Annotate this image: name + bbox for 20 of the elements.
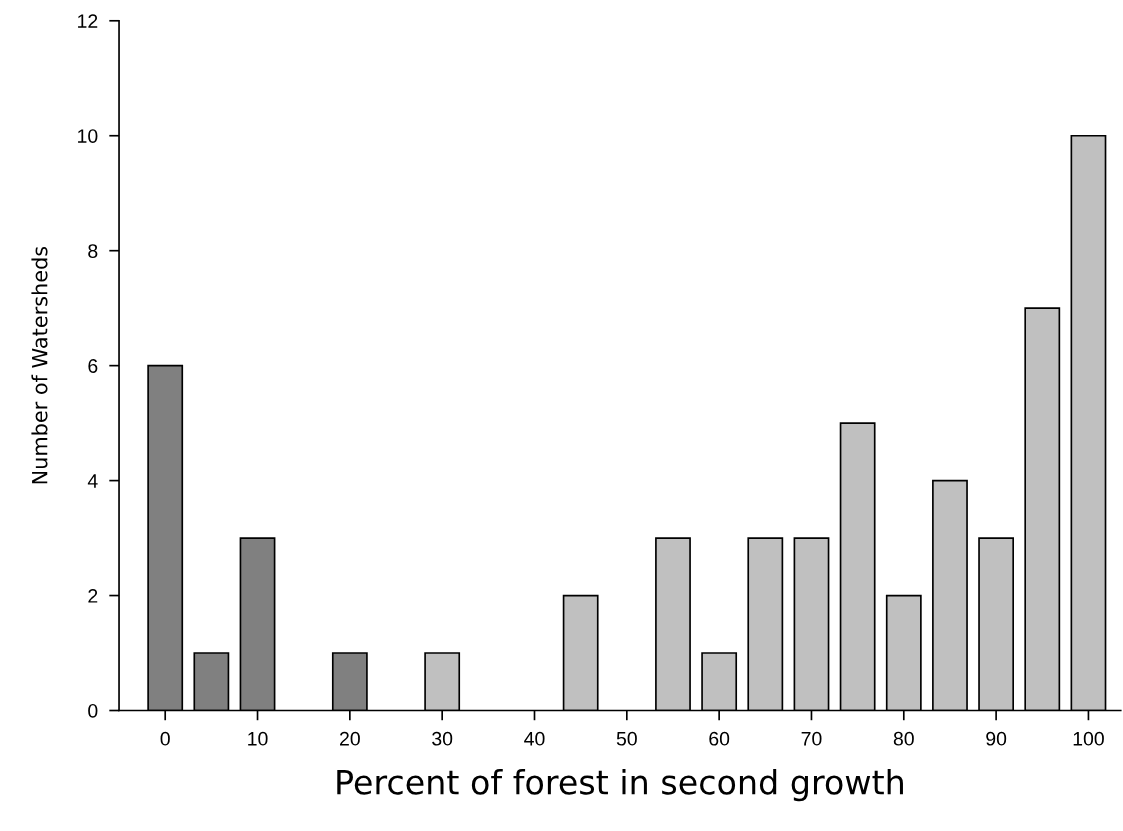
x-tick-label: 20 [340,731,360,746]
x-tick-label: 90 [986,731,1007,746]
x-tick-label: 60 [709,731,730,746]
y-tick-label: 6 [88,359,98,373]
y-tick-label: 0 [88,703,98,718]
y-tick-label: 2 [88,589,98,603]
y-axis-title: Number of Watersheds [31,246,48,484]
y-tick-label: 4 [87,474,98,488]
x-tick-label: 70 [801,731,822,746]
x-tick-label: 10 [248,731,268,746]
x-tick-label: 30 [432,731,453,746]
y-tick-label: 10 [78,129,98,143]
x-tick-label: 50 [616,731,637,746]
x-tick-label: 40 [524,731,545,746]
x-tick-label: 80 [893,731,914,746]
y-tick-label: 8 [88,244,98,258]
y-tick-label: 12 [78,14,98,28]
x-axis-title: Percent of forest in second growth [337,768,903,802]
x-tick-label: 0 [160,731,170,746]
x-tick-label: 100 [1073,731,1104,746]
